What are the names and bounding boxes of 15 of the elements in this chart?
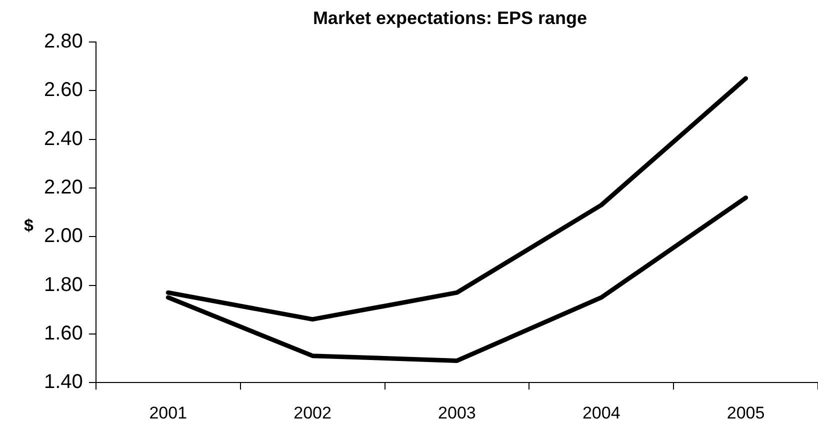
x-tick-label: 2002 (294, 403, 332, 422)
y-axis-title: $ (24, 216, 34, 236)
x-tick-label: 2005 (726, 403, 765, 422)
x-tick-label: 2001 (149, 403, 188, 422)
y-tick-label: 1.80 (44, 274, 83, 296)
y-tick-label: 1.40 (44, 371, 83, 394)
y-tick-label: 2.80 (44, 30, 83, 53)
y-tick-label: 2.00 (44, 225, 83, 248)
x-tick-label: 2004 (582, 403, 620, 422)
y-tick-label: 1.60 (44, 322, 83, 344)
y-tick-label: 2.20 (44, 176, 83, 198)
chart-title: Market expectations: EPS range (312, 8, 588, 29)
y-tick-label: 2.60 (44, 79, 83, 102)
x-tick-label: 2003 (438, 403, 476, 422)
y-tick-label: 2.40 (44, 128, 83, 150)
